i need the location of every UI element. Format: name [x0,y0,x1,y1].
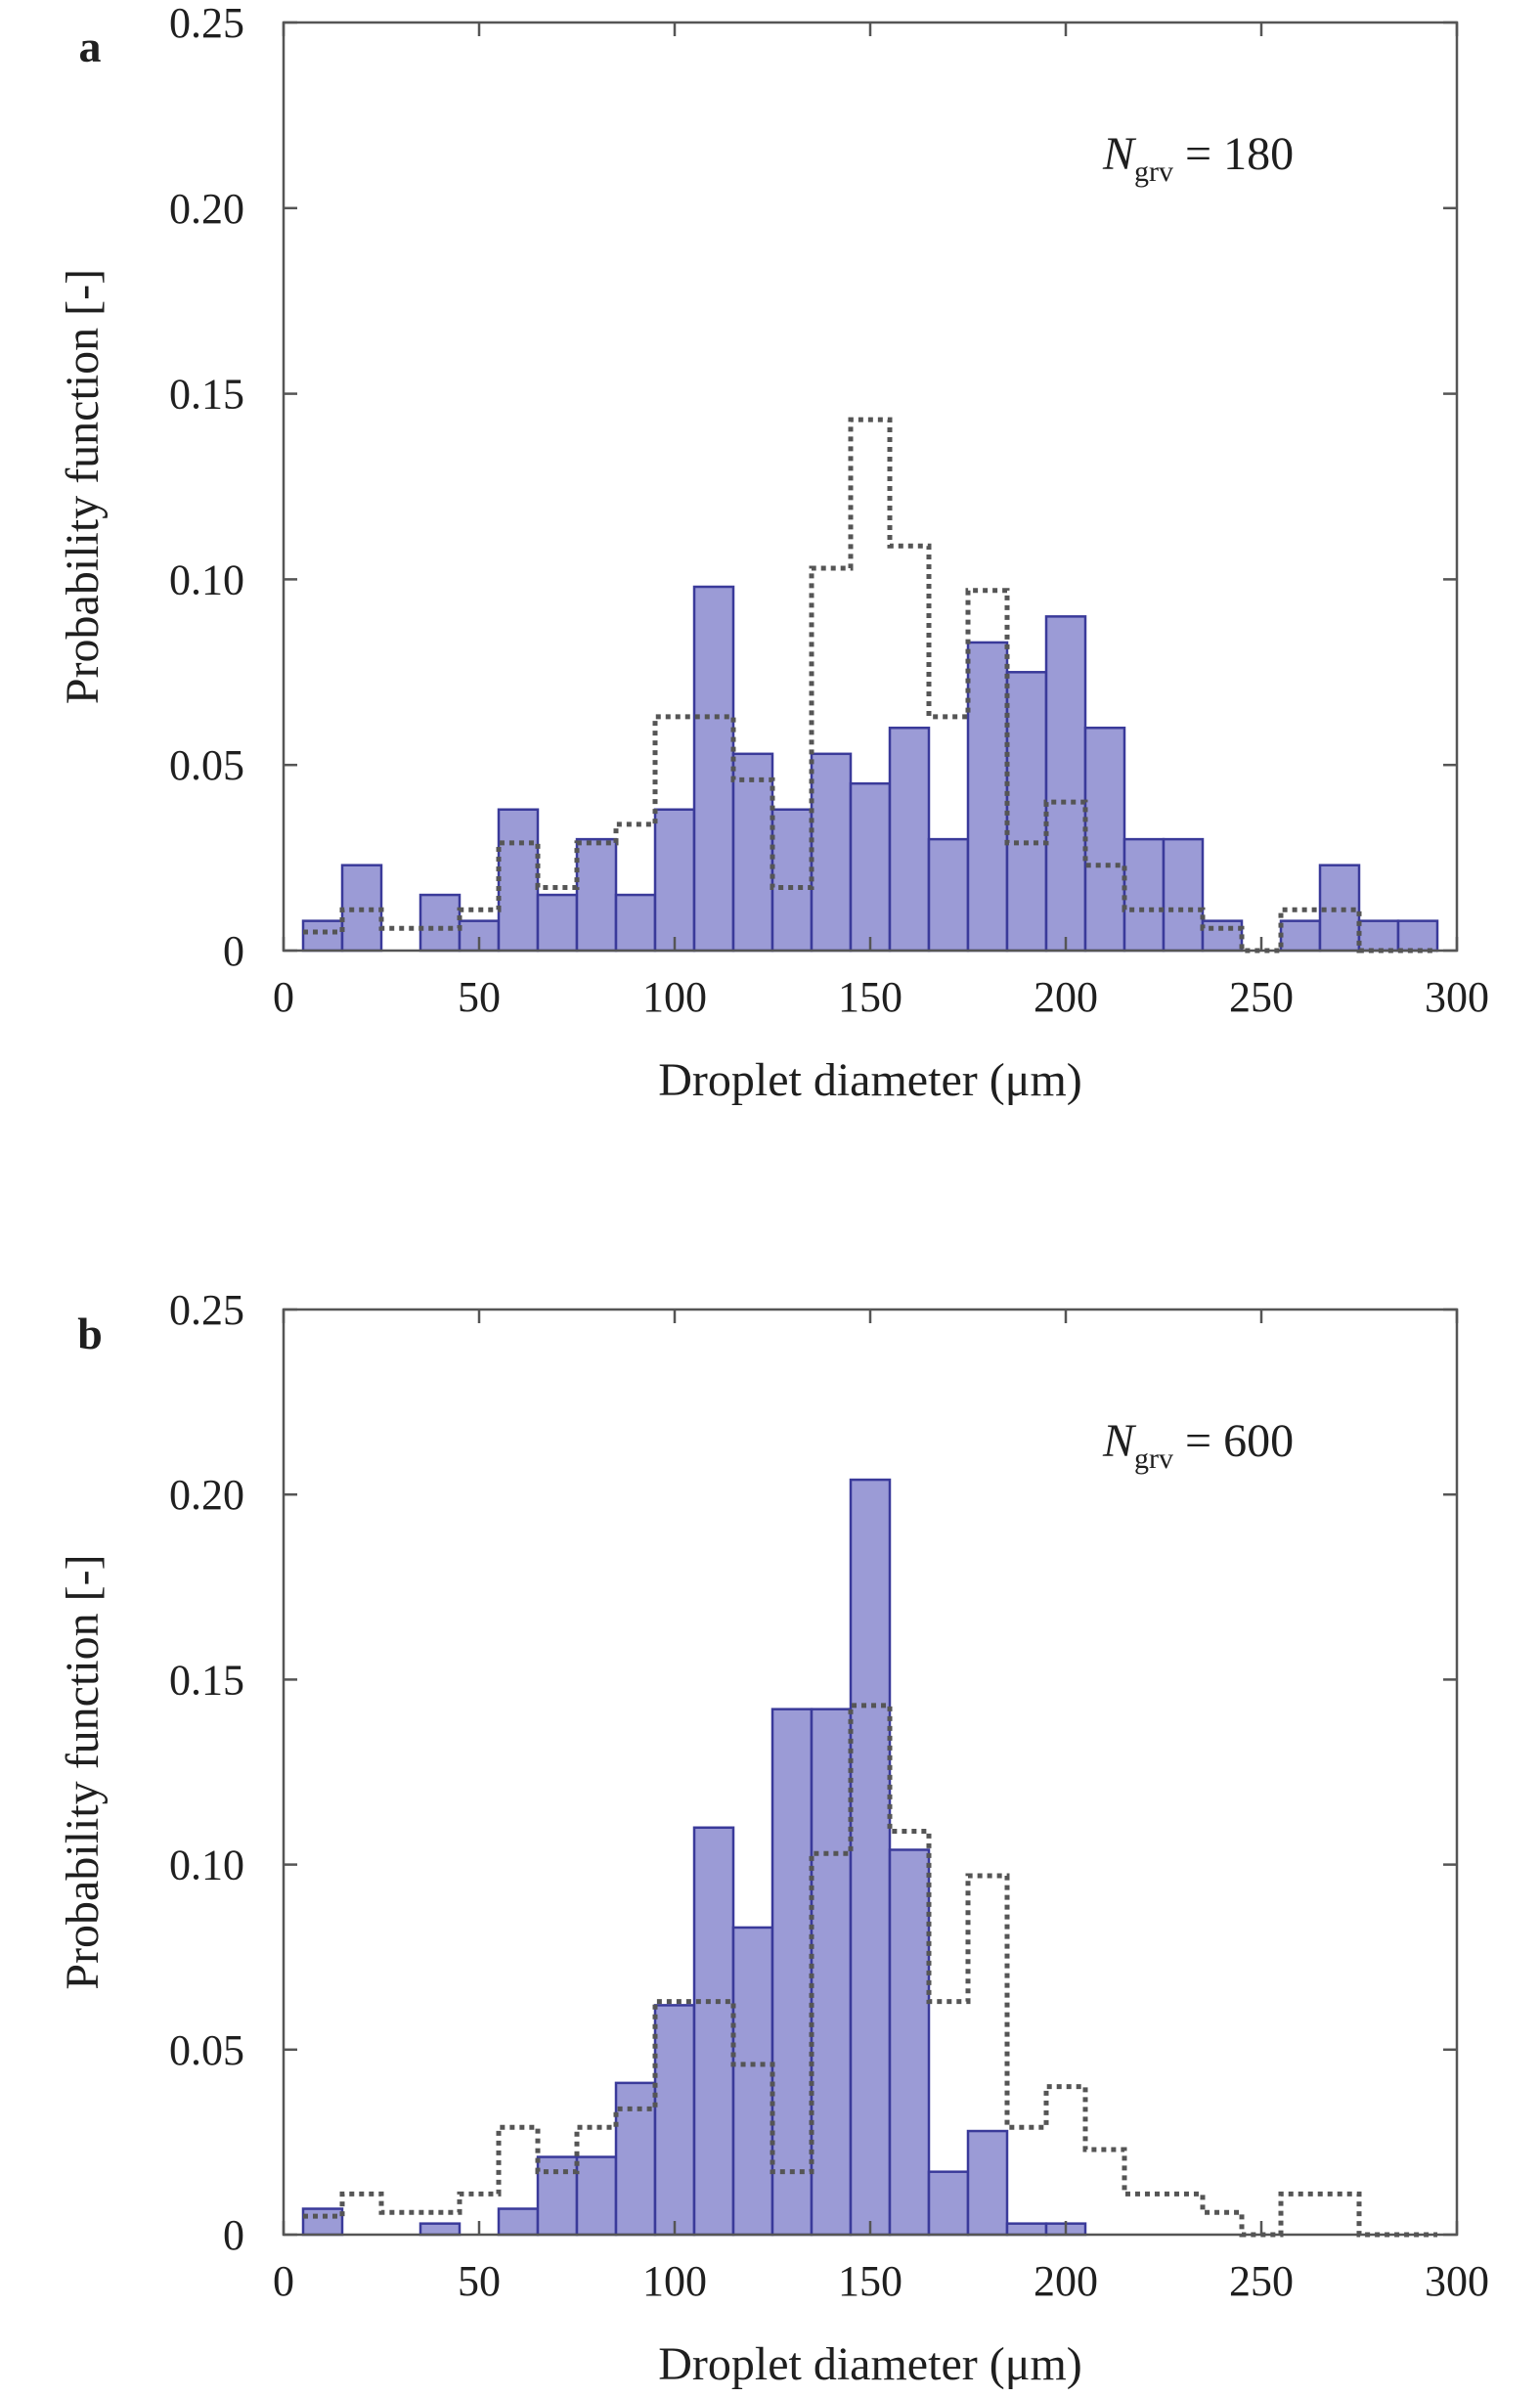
x-tick-label: 300 [1425,973,1489,1021]
annotation-subscript: grv [1134,155,1173,188]
histogram-bar [1279,919,1322,953]
histogram-bar [888,1848,931,2237]
histogram-bar [575,2155,618,2237]
x-tick-label: 200 [1034,973,1098,1021]
histogram-bar [1083,726,1126,953]
histogram-bar [731,752,774,953]
panel-b: 0 50 100 150 200 250 300 0 0.05 0.10 0.15 0.20 0.25 D… [57,1286,1489,2390]
x-tick-label: 50 [458,2257,501,2305]
panel-letter: b [77,1309,103,1358]
y-tick-label: 0.10 [169,1842,244,1889]
histogram-bar [1005,2222,1048,2237]
histogram-bar [849,1478,892,2237]
histogram-bar [1044,615,1087,953]
annotation-symbol: N [1102,128,1137,180]
histogram-bars [301,1478,1087,2237]
histogram-bar [653,2004,696,2237]
histogram-bar [731,1926,774,2237]
panel-a: 0 50 100 150 200 250 300 0 0.05 0.10 0.15 0.20 0.25 D… [57,0,1489,1106]
histogram-bar [770,808,814,953]
panel-letter: a [79,22,102,71]
histogram-bar [301,919,344,953]
histogram-bar [966,641,1009,953]
x-tick-label: 50 [458,973,501,1021]
y-axis-title: Probability function [-] [57,269,109,704]
y-tick-label: 0 [223,2211,244,2259]
x-tick-label: 0 [273,973,294,1021]
x-tick-label: 100 [642,2257,707,2305]
annotation-subscript: grv [1134,1443,1173,1475]
histogram-bar [536,893,579,953]
histogram-bar [536,2155,579,2237]
x-tick-label: 150 [838,2257,902,2305]
histogram-bar [418,2222,462,2237]
x-tick-label: 100 [642,973,707,1021]
histogram-bar [849,781,892,953]
histogram-bar [614,893,657,953]
histogram-bar [966,2129,1009,2237]
y-tick-label: 0.05 [169,741,244,789]
x-axis-title: Droplet diameter (μm) [658,1054,1082,1106]
x-tick-label: 250 [1229,973,1294,1021]
y-tick-label: 0.20 [169,185,244,233]
histogram-bar [810,752,853,953]
x-tick-label: 0 [273,2257,294,2305]
reference-step-line [303,1703,1437,2238]
histogram-bar [653,808,696,953]
histogram-bar [888,726,931,953]
y-tick-label: 0.15 [169,371,244,419]
reference-step-line [303,417,1437,954]
histogram-bar [927,2170,970,2237]
histogram-bar [1396,919,1439,953]
x-tick-label: 200 [1034,2257,1098,2305]
n-grv-annotation: Ngrv = 180 [1102,128,1294,188]
histogram-bar [692,1826,735,2237]
histogram-bar [497,2207,540,2237]
histogram-bar [497,808,540,953]
histogram-bar [1357,919,1400,953]
n-grv-annotation: Ngrv = 600 [1102,1415,1294,1475]
histogram-bar [692,585,735,953]
y-tick-label: 0 [223,927,244,975]
histogram-bar [1005,671,1048,953]
y-tick-label: 0.10 [169,555,244,603]
histogram-bar [1162,837,1205,953]
y-tick-label: 0.05 [169,2026,244,2074]
y-axis-title: Probability function [-] [57,1554,109,1989]
x-tick-label: 300 [1425,2257,1489,2305]
histogram-bar [810,1708,853,2237]
histogram-bar [927,837,970,953]
histogram-bar [301,2207,344,2237]
y-tick-label: 0.25 [169,0,244,47]
x-axis-title: Droplet diameter (μm) [658,2338,1082,2390]
histogram-bar [614,2081,657,2237]
y-tick-label: 0.15 [169,1656,244,1704]
annotation-value: = 180 [1173,128,1294,180]
histogram-bar [575,837,618,953]
x-tick-label: 150 [838,973,902,1021]
x-tick-label: 250 [1229,2257,1294,2305]
histogram-bar [1122,837,1166,953]
histogram-bar [1201,919,1244,953]
histogram-bars [301,585,1439,953]
y-tick-label: 0.25 [169,1286,244,1334]
annotation-value: = 600 [1173,1415,1294,1467]
histogram-bar [770,1708,814,2237]
histogram-bar [418,893,462,953]
y-tick-label: 0.20 [169,1471,244,1519]
annotation-symbol: N [1102,1415,1137,1467]
